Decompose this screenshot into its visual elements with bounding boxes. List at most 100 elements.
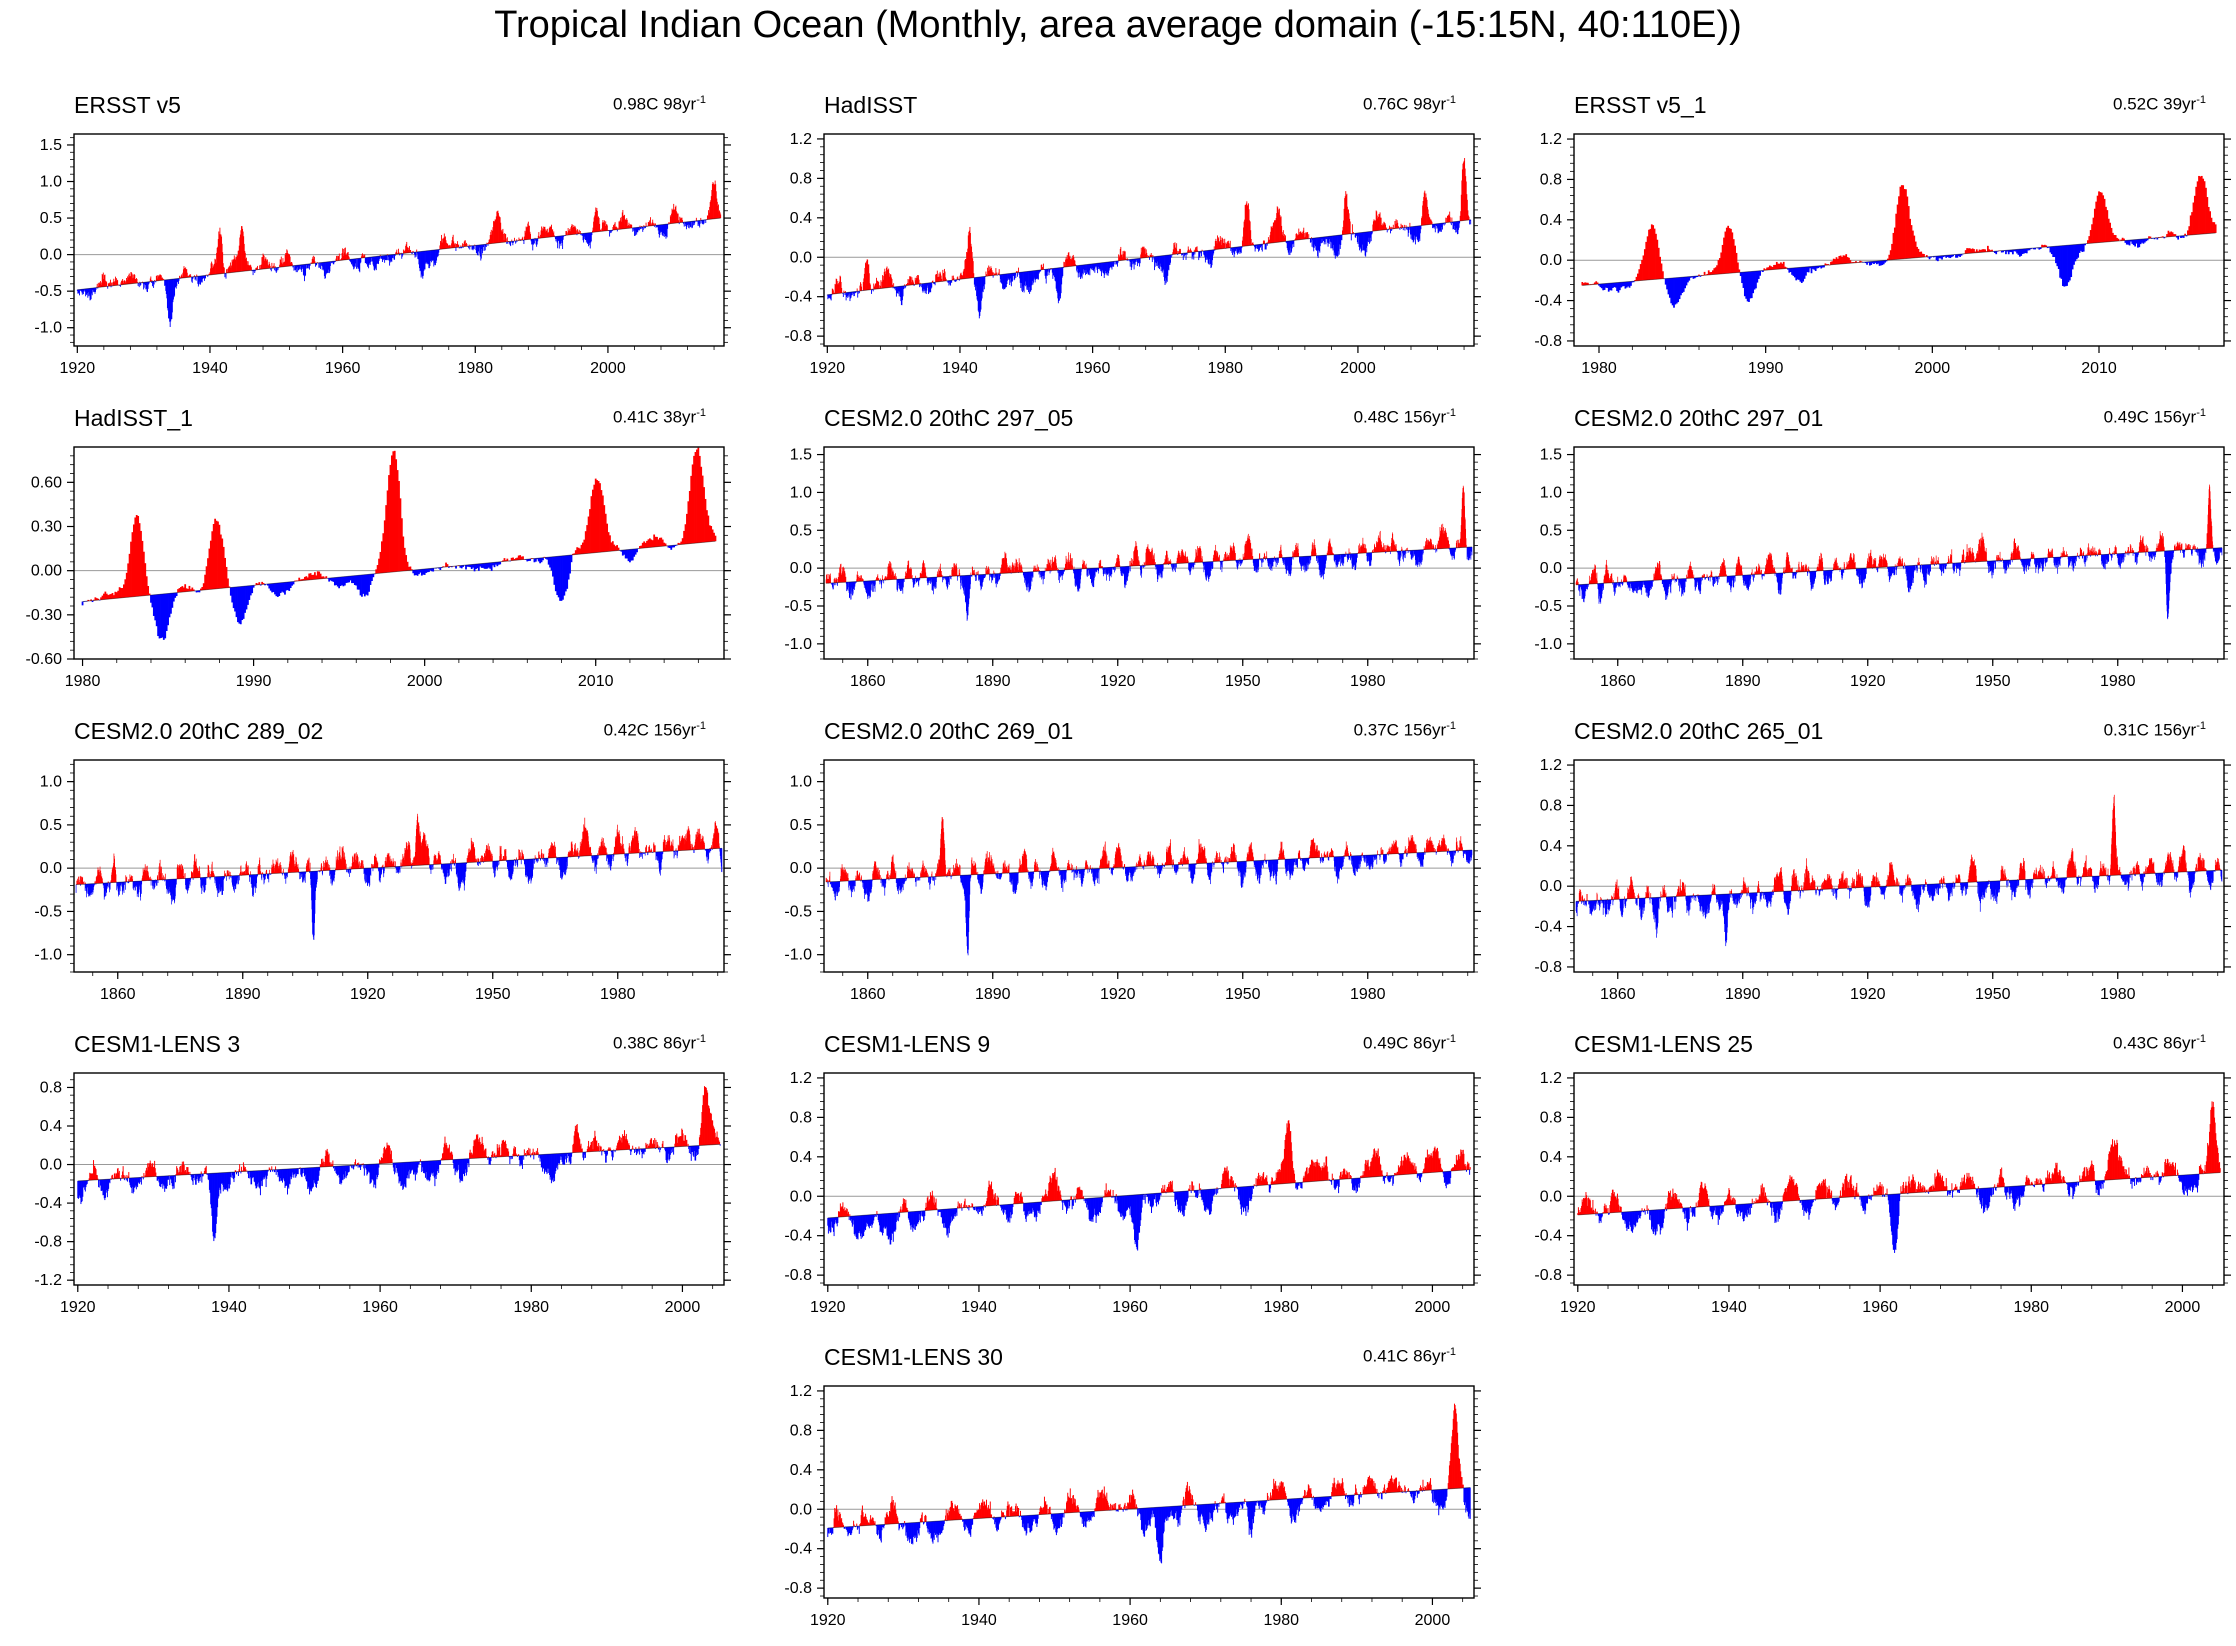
positive-anomaly-bar	[1056, 567, 1058, 571]
negative-anomaly-bar	[473, 564, 476, 572]
negative-anomaly-bar	[414, 252, 415, 255]
negative-anomaly-bar	[976, 277, 978, 300]
positive-anomaly-bar	[1405, 225, 1407, 228]
negative-anomaly-bar	[1675, 277, 1678, 304]
positive-anomaly-bar	[574, 225, 576, 235]
negative-anomaly-bar	[1100, 262, 1102, 270]
negative-anomaly-bar	[402, 253, 404, 256]
negative-anomaly-bar	[1327, 236, 1328, 243]
positive-anomaly-bar	[510, 557, 513, 561]
positive-anomaly-bar	[1294, 552, 1296, 557]
negative-anomaly-bar	[1266, 243, 1268, 246]
positive-anomaly-bar	[458, 244, 460, 248]
positive-anomaly-bar	[1345, 191, 1347, 235]
negative-anomaly-bar	[320, 262, 321, 269]
positive-anomaly-bar	[1073, 257, 1075, 267]
positive-anomaly-bar	[2162, 236, 2164, 238]
positive-anomaly-bar	[951, 275, 953, 281]
negative-anomaly-bar	[1099, 262, 1101, 272]
positive-anomaly-bar	[881, 287, 882, 289]
positive-anomaly-bar	[1125, 258, 1127, 260]
negative-anomaly-bar	[253, 270, 255, 272]
positive-anomaly-bar	[1468, 215, 1469, 221]
negative-anomaly-bar	[352, 259, 354, 267]
negative-anomaly-bar	[981, 574, 983, 587]
negative-anomaly-bar	[355, 258, 357, 267]
negative-anomaly-bar	[1928, 256, 1931, 260]
positive-anomaly-bar	[971, 251, 973, 278]
positive-anomaly-bar	[1277, 207, 1279, 243]
positive-anomaly-bar	[1648, 229, 1650, 280]
positive-anomaly-bar	[1248, 209, 1250, 246]
negative-anomaly-bar	[425, 250, 427, 264]
positive-anomaly-bar	[1457, 539, 1459, 548]
positive-anomaly-bar	[647, 222, 649, 227]
negative-anomaly-bar	[1162, 255, 1164, 271]
negative-anomaly-bar	[1691, 276, 1693, 278]
negative-anomaly-bar	[306, 264, 308, 269]
positive-anomaly-bar	[888, 268, 890, 288]
negative-anomaly-bar	[483, 563, 486, 569]
negative-anomaly-bar	[1234, 247, 1236, 252]
negative-anomaly-bar	[658, 224, 660, 235]
positive-anomaly-bar	[664, 543, 667, 546]
negative-anomaly-bar	[305, 264, 307, 266]
negative-anomaly-bar	[1458, 221, 1459, 230]
positive-anomaly-bar	[132, 524, 135, 597]
negative-anomaly-bar	[336, 577, 339, 587]
negative-anomaly-bar	[996, 573, 997, 580]
negative-anomaly-bar	[687, 221, 688, 226]
negative-anomaly-bar	[231, 587, 234, 603]
positive-anomaly-bar	[1016, 271, 1018, 273]
positive-anomaly-bar	[1461, 180, 1463, 221]
negative-anomaly-bar	[401, 253, 403, 257]
negative-anomaly-bar	[1053, 268, 1055, 276]
negative-anomaly-bar	[967, 575, 969, 616]
positive-anomaly-bar	[935, 274, 937, 283]
negative-anomaly-bar	[950, 280, 952, 286]
negative-anomaly-bar	[1759, 270, 1761, 276]
negative-anomaly-bar	[881, 580, 882, 589]
negative-anomaly-bar	[254, 269, 256, 272]
negative-anomaly-bar	[1332, 235, 1334, 251]
positive-anomaly-bar	[953, 277, 955, 280]
negative-anomaly-bar	[830, 294, 832, 300]
negative-anomaly-bar	[1816, 265, 1818, 269]
positive-anomaly-bar	[1425, 544, 1427, 550]
panel-title: ERSST v5	[74, 92, 181, 118]
negative-anomaly-bar	[637, 227, 639, 233]
negative-anomaly-bar	[1438, 223, 1440, 231]
positive-anomaly-bar	[442, 238, 444, 249]
positive-anomaly-bar	[1243, 221, 1245, 247]
negative-anomaly-bar	[264, 584, 266, 586]
positive-anomaly-bar	[959, 275, 961, 280]
negative-anomaly-bar	[1108, 261, 1110, 271]
negative-anomaly-bar	[2032, 248, 2035, 250]
positive-anomaly-bar	[614, 546, 617, 551]
negative-anomaly-bar	[195, 276, 197, 279]
negative-anomaly-bar	[1404, 227, 1406, 231]
trend-line	[827, 219, 1471, 296]
negative-anomaly-bar	[1331, 235, 1333, 249]
positive-anomaly-bar	[1170, 559, 1171, 564]
positive-anomaly-bar	[1780, 262, 1782, 269]
negative-anomaly-bar	[1078, 265, 1080, 274]
positive-anomaly-bar	[646, 540, 648, 548]
positive-anomaly-bar	[95, 598, 98, 601]
positive-anomaly-bar	[1244, 219, 1246, 247]
negative-anomaly-bar	[351, 259, 352, 265]
positive-anomaly-bar	[1466, 199, 1468, 221]
trend-line	[82, 540, 716, 602]
negative-anomaly-bar	[1435, 223, 1437, 226]
positive-anomaly-bar	[676, 212, 678, 223]
positive-anomaly-bar	[643, 541, 646, 549]
positive-anomaly-bar	[490, 231, 492, 244]
negative-anomaly-bar	[1112, 261, 1113, 267]
positive-anomaly-bar	[573, 227, 575, 235]
positive-anomaly-bar	[596, 480, 599, 553]
positive-anomaly-bar	[464, 240, 466, 247]
negative-anomaly-bar	[276, 267, 278, 272]
positive-anomaly-bar	[627, 225, 629, 229]
positive-anomaly-bar	[960, 272, 962, 280]
positive-anomaly-bar	[376, 565, 379, 574]
